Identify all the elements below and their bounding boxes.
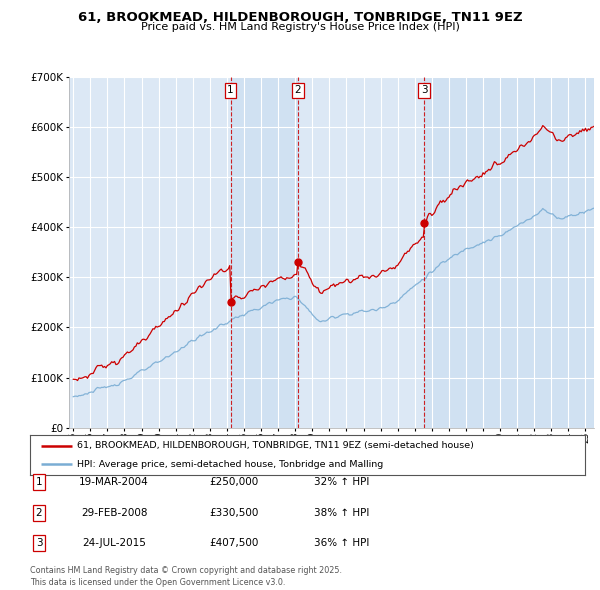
Text: Contains HM Land Registry data © Crown copyright and database right 2025.
This d: Contains HM Land Registry data © Crown c… <box>30 566 342 587</box>
Text: 2: 2 <box>295 86 301 96</box>
Text: 1: 1 <box>227 86 234 96</box>
Point <box>226 297 235 307</box>
Text: 3: 3 <box>35 539 43 548</box>
Text: £330,500: £330,500 <box>209 508 259 517</box>
Text: 3: 3 <box>421 86 428 96</box>
Text: Price paid vs. HM Land Registry's House Price Index (HPI): Price paid vs. HM Land Registry's House … <box>140 22 460 32</box>
Text: 61, BROOKMEAD, HILDENBOROUGH, TONBRIDGE, TN11 9EZ (semi-detached house): 61, BROOKMEAD, HILDENBOROUGH, TONBRIDGE,… <box>77 441 474 450</box>
Text: £407,500: £407,500 <box>209 539 259 548</box>
Text: 2: 2 <box>35 508 43 517</box>
Text: 24-JUL-2015: 24-JUL-2015 <box>82 539 146 548</box>
Text: 32% ↑ HPI: 32% ↑ HPI <box>314 477 370 487</box>
Text: 19-MAR-2004: 19-MAR-2004 <box>79 477 149 487</box>
Point <box>293 257 303 267</box>
Bar <box>424 77 594 428</box>
Bar <box>230 77 298 428</box>
Text: £250,000: £250,000 <box>209 477 259 487</box>
Text: HPI: Average price, semi-detached house, Tonbridge and Malling: HPI: Average price, semi-detached house,… <box>77 460 383 468</box>
Text: 61, BROOKMEAD, HILDENBOROUGH, TONBRIDGE, TN11 9EZ: 61, BROOKMEAD, HILDENBOROUGH, TONBRIDGE,… <box>77 11 523 24</box>
Text: 38% ↑ HPI: 38% ↑ HPI <box>314 508 370 517</box>
Text: 36% ↑ HPI: 36% ↑ HPI <box>314 539 370 548</box>
Text: 1: 1 <box>35 477 43 487</box>
Text: 29-FEB-2008: 29-FEB-2008 <box>81 508 147 517</box>
Point <box>419 219 429 228</box>
